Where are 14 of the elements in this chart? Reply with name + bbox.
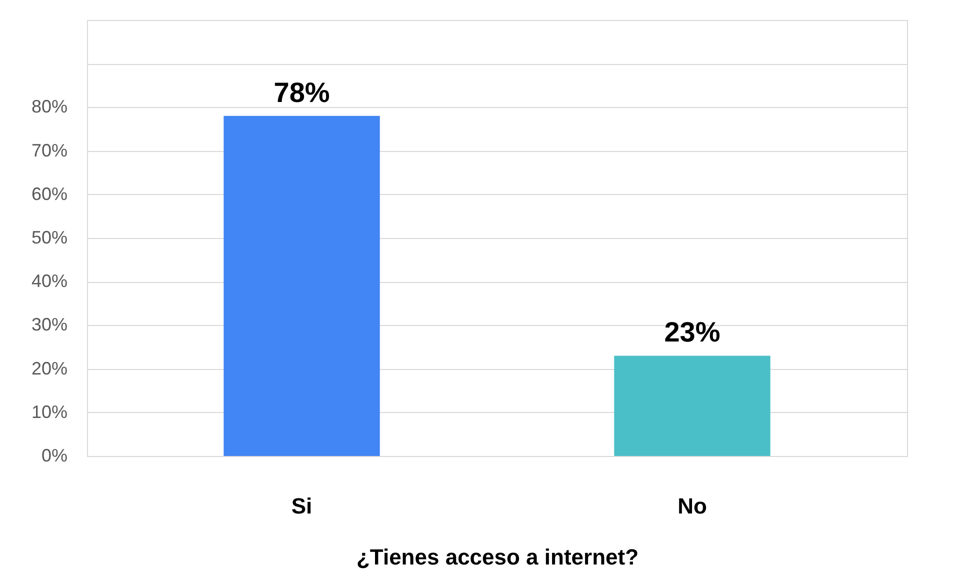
y-tick-label: 10% xyxy=(31,402,68,422)
y-tick-label: 80% xyxy=(31,96,68,117)
y-tick-label: 50% xyxy=(31,228,68,248)
data-label: 23% xyxy=(664,316,720,348)
x-tick-label: No xyxy=(678,494,707,518)
y-tick-label: 70% xyxy=(31,140,68,160)
y-tick-label: 40% xyxy=(31,271,68,292)
x-axis-title: ¿Tienes acceso a internet? xyxy=(356,544,639,570)
x-tick-label: Si xyxy=(291,494,312,518)
y-tick-label: 60% xyxy=(31,184,68,204)
y-tick-label: 20% xyxy=(31,358,68,378)
data-label: 78% xyxy=(274,76,330,108)
y-tick-label: 30% xyxy=(31,314,68,335)
y-tick-label: 0% xyxy=(41,446,68,466)
